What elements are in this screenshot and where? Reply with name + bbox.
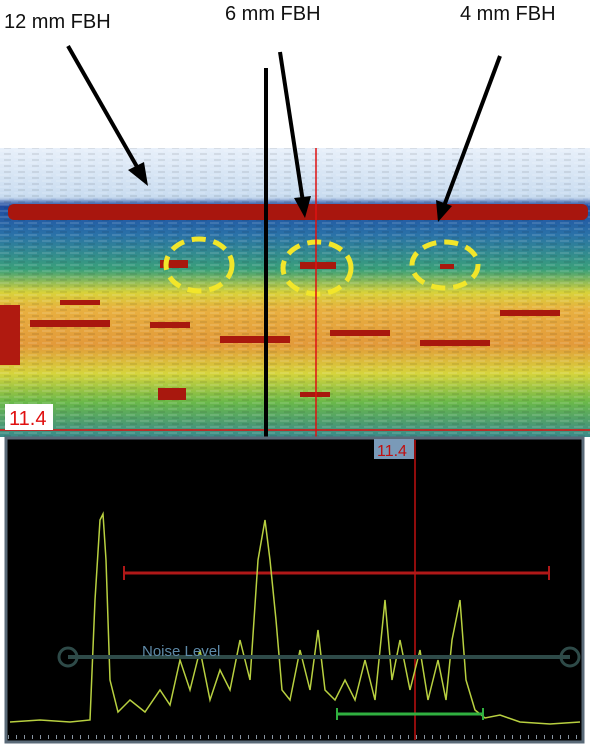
a-scan: 11.4 Noise Level bbox=[4, 436, 585, 744]
annotation: 12 mm FBH bbox=[4, 11, 111, 33]
annotation: 6 mm FBH bbox=[225, 3, 321, 25]
cursor-label: 11.4 bbox=[9, 408, 46, 430]
cursor-label: 11.4 bbox=[377, 443, 407, 460]
arrows bbox=[66, 45, 502, 437]
annotation: 4 mm FBH bbox=[460, 3, 556, 25]
b-scan: 11.4 bbox=[0, 148, 590, 437]
noise-label: Noise Level bbox=[142, 643, 220, 660]
